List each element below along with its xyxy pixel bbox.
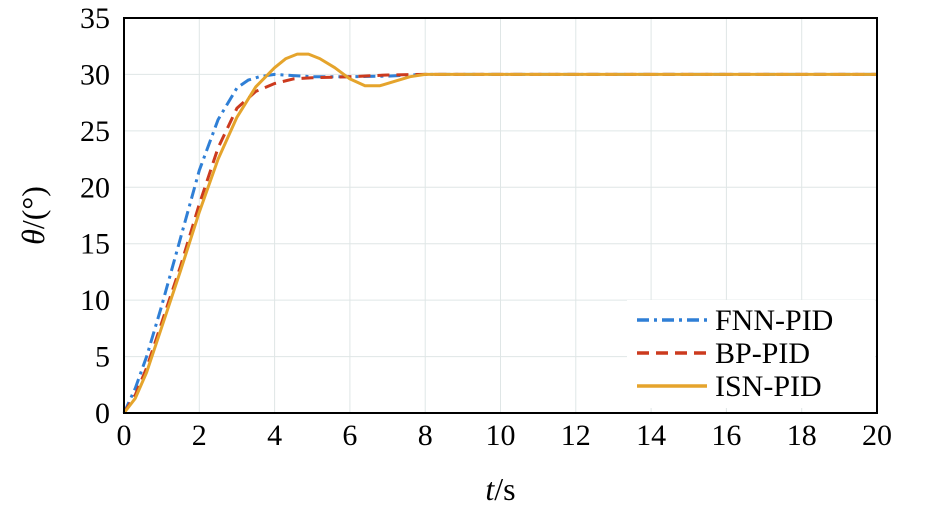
x-axis-label-symbol: t bbox=[485, 471, 495, 507]
x-tick-label: 0 bbox=[117, 419, 132, 452]
y-tick-label: 0 bbox=[95, 397, 110, 430]
y-axis-label: θ/(°) bbox=[15, 186, 51, 245]
legend-label: ISN-PID bbox=[715, 370, 822, 403]
legend-label: FNN-PID bbox=[715, 304, 833, 337]
x-axis-label: t/s bbox=[485, 471, 515, 507]
plot-frame bbox=[123, 17, 878, 414]
y-tick-label: 5 bbox=[95, 341, 110, 374]
x-tick-label: 12 bbox=[561, 419, 591, 452]
series-lines bbox=[122, 52, 877, 414]
y-tick-label: 10 bbox=[80, 284, 110, 317]
x-tick-label: 18 bbox=[787, 419, 817, 452]
y-tick-label: 35 bbox=[80, 2, 110, 35]
series-line-isn-pid bbox=[122, 52, 877, 414]
y-axis-label-unit: /(°) bbox=[15, 186, 51, 229]
y-tick-label: 30 bbox=[80, 58, 110, 91]
x-tick-label: 10 bbox=[486, 419, 516, 452]
x-axis-label-unit: /s bbox=[494, 471, 515, 507]
x-tick-label: 6 bbox=[342, 419, 357, 452]
y-tick-label: 15 bbox=[80, 228, 110, 261]
legend-label: BP-PID bbox=[715, 337, 810, 370]
x-tick-label: 14 bbox=[636, 419, 666, 452]
y-tick-label: 20 bbox=[80, 171, 110, 204]
x-axis-ticks: 0 2 4 6 8 10 12 14 16 18 20 bbox=[117, 419, 893, 452]
y-axis-label-symbol: θ bbox=[15, 229, 51, 245]
x-tick-label: 16 bbox=[711, 419, 741, 452]
x-tick-label: 8 bbox=[418, 419, 433, 452]
series-line-fnn-pid bbox=[122, 72, 877, 414]
x-tick-label: 4 bbox=[267, 419, 282, 452]
y-tick-label: 25 bbox=[80, 115, 110, 148]
y-axis-ticks: 0 5 10 15 20 25 30 35 bbox=[80, 2, 110, 430]
legend-box bbox=[627, 300, 875, 408]
x-tick-label: 20 bbox=[862, 419, 892, 452]
x-tick-label: 2 bbox=[192, 419, 207, 452]
